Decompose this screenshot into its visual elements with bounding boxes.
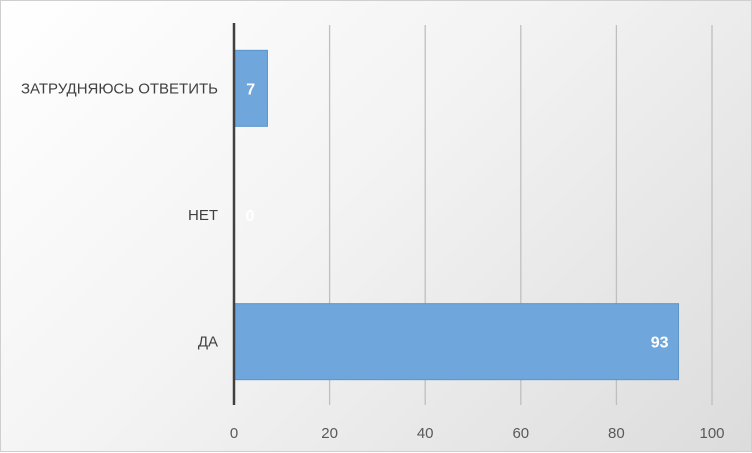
data-label: 93 <box>651 335 669 352</box>
category-label: НЕТ <box>188 207 218 224</box>
data-label: 7 <box>246 81 255 98</box>
data-label: 0 <box>246 208 255 225</box>
x-tick-label: 60 <box>512 425 529 442</box>
x-tick-label: 0 <box>230 425 238 442</box>
x-tick-label: 80 <box>608 425 625 442</box>
bar <box>233 49 268 127</box>
category-label: ЗАТРУДНЯЮСЬ ОТВЕТИТЬ <box>21 80 218 97</box>
x-tick-label: 20 <box>321 425 338 442</box>
x-tick-label: 100 <box>699 425 724 442</box>
bar <box>233 303 680 381</box>
x-tick-label: 40 <box>417 425 434 442</box>
category-label: ДА <box>198 334 218 351</box>
